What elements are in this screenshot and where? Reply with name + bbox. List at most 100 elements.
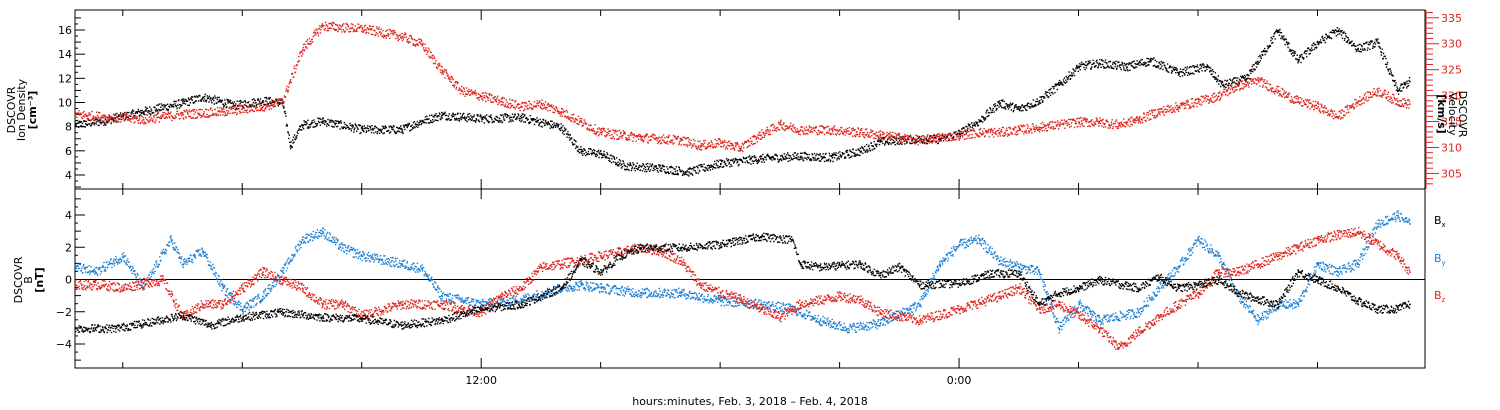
by-series-point (1178, 266, 1180, 269)
bx-series-point (182, 315, 185, 317)
bz-series-point (1058, 303, 1061, 306)
ion-density-series-point (688, 171, 690, 173)
top-left-axis-label-line1: DSCOVR (5, 86, 18, 133)
ion-density-series-point (799, 155, 802, 158)
by-series-point (242, 308, 244, 311)
by-series-point (75, 266, 77, 269)
velocity-series-point (1237, 85, 1240, 87)
top-right-tick-label: 320 (1441, 90, 1462, 103)
velocity-series-point (859, 131, 862, 134)
velocity-series-point (740, 147, 742, 150)
bottom-plot-frame (74, 188, 1426, 369)
velocity-series-point (959, 134, 961, 137)
ion-density-series-point (580, 150, 583, 153)
velocity-series-point (720, 142, 722, 144)
by-series-point (441, 295, 443, 298)
bx-series-point (114, 327, 117, 330)
by-series-point (1098, 319, 1101, 322)
bx-series-point (720, 244, 722, 246)
velocity-series-point (1317, 106, 1320, 108)
top-right-axis-label: DSCOVR Velocity [km/s] (1435, 91, 1469, 138)
bz-series-point (799, 303, 802, 306)
by-series-point (680, 292, 682, 294)
bx-series-point (1409, 303, 1411, 306)
bz-series-point (1038, 308, 1041, 311)
bz-series-point (102, 284, 105, 286)
bx-series-point (1257, 298, 1260, 301)
bz-series-point (142, 282, 145, 285)
bz-series-point (262, 271, 264, 273)
bz-series-point (1397, 255, 1399, 257)
bz-series-point (401, 303, 404, 306)
ion-density-series-point (831, 156, 834, 159)
bx-series-point (75, 327, 77, 330)
bz-series-point (441, 303, 443, 306)
bottom-left-axis-label: DSCOVR B [nT] (12, 256, 46, 303)
velocity-series-point (1038, 126, 1041, 129)
velocity-series (75, 21, 1411, 153)
velocity-series-point (75, 113, 77, 116)
top-left-tick-label: 12 (58, 72, 72, 85)
velocity-series-point (302, 48, 304, 51)
bz-series-trace (75, 226, 1411, 350)
velocity-series-point (779, 124, 782, 126)
top-right-tick-label: 335 (1441, 12, 1462, 25)
velocity-series-point (102, 116, 105, 118)
bz-series-point (1357, 231, 1359, 233)
ion-density-series-point (421, 120, 424, 123)
bz-series-point (1217, 271, 1220, 273)
velocity-series-point (831, 129, 834, 131)
by-series-point (919, 303, 921, 306)
by-series-point (1409, 223, 1411, 225)
bz-series-point (1237, 271, 1240, 273)
by-series-point (819, 319, 822, 322)
bz-series-point (839, 295, 842, 298)
x-tick-label-1200: 12:00 (465, 374, 497, 387)
top-right-tick-label: 330 (1441, 38, 1462, 51)
by-series-point (1377, 223, 1379, 225)
ion-density-series (75, 27, 1411, 177)
ion-density-series-point (521, 117, 523, 119)
ion-density-series-point (859, 150, 862, 153)
by-series-point (979, 239, 981, 241)
velocity-series-point (1018, 129, 1021, 131)
by-series-point (600, 287, 603, 290)
bz-series-point (560, 263, 563, 265)
velocity-series-point (540, 103, 543, 105)
top-right-axis-label-line1: DSCOVR (1456, 91, 1469, 138)
ion-density-series-point (660, 167, 662, 170)
legend-bz-letter: B (1434, 289, 1442, 302)
bz-series-point (720, 292, 722, 294)
bx-series-point (899, 266, 901, 269)
bz-series-point (122, 287, 125, 290)
bz-series-point (660, 250, 662, 253)
top-left-tick-label: 4 (65, 169, 72, 182)
bx-series-point (959, 282, 961, 285)
by-series-point (122, 255, 125, 257)
bz-series-point (919, 319, 921, 322)
top-right-tick-label: 305 (1441, 167, 1462, 180)
ion-density-series-point (624, 165, 627, 167)
bx-series-point (1357, 300, 1359, 303)
bz-series-point (760, 308, 762, 311)
velocity-series-point (640, 137, 643, 139)
bx-series-point (321, 316, 324, 319)
legend-by-sub: y (1442, 259, 1446, 267)
bx-series-point (1178, 287, 1180, 290)
velocity-series-point (182, 113, 185, 116)
bx-series-point (1078, 287, 1081, 290)
bx-series-trace (75, 232, 1411, 334)
bottom-left-axis-label-line1: DSCOVR (12, 256, 25, 303)
by-series-point (847, 327, 850, 330)
ion-density-series-point (75, 124, 77, 126)
by-series-point (1337, 271, 1339, 273)
bz-series-point (879, 311, 881, 314)
top-left-axis-label-line3: [cm⁻³] (26, 91, 39, 130)
velocity-series-point (262, 106, 264, 108)
by-series (75, 210, 1411, 334)
velocity-series-point (1158, 111, 1160, 113)
ion-density-series-point (1317, 42, 1320, 44)
by-series-point (1297, 303, 1300, 306)
ion-density-series-point (182, 102, 185, 105)
by-series-point (282, 271, 284, 273)
